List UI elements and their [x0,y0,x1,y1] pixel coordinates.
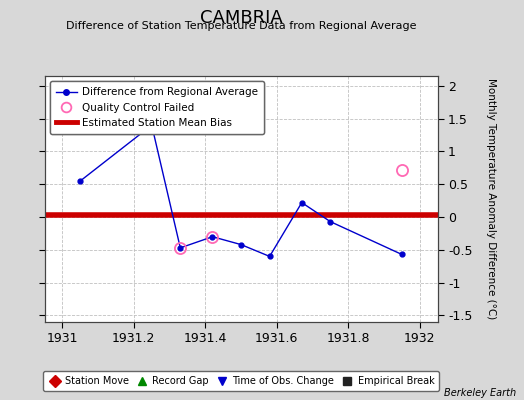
Legend: Station Move, Record Gap, Time of Obs. Change, Empirical Break: Station Move, Record Gap, Time of Obs. C… [43,372,439,391]
Text: Berkeley Earth: Berkeley Earth [444,388,516,398]
Text: Difference of Station Temperature Data from Regional Average: Difference of Station Temperature Data f… [66,21,416,31]
Text: CAMBRIA: CAMBRIA [200,9,282,27]
Legend: Difference from Regional Average, Quality Control Failed, Estimated Station Mean: Difference from Regional Average, Qualit… [50,81,264,134]
Y-axis label: Monthly Temperature Anomaly Difference (°C): Monthly Temperature Anomaly Difference (… [486,78,496,320]
